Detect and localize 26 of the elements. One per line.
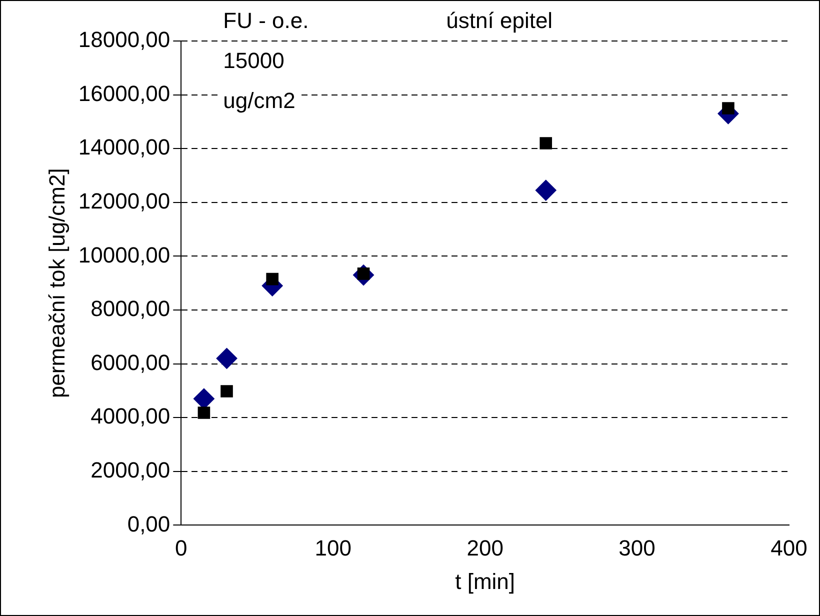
x-axis-title: t [min]	[455, 568, 516, 594]
y-axis-title: permeační tok [ug/cm2]	[44, 168, 70, 398]
point	[216, 348, 238, 369]
y-tick-label: 12000,00	[78, 188, 170, 214]
x-tick-label: 400	[770, 535, 808, 560]
annotation: FU - o.e. 15000 ug/cm2	[223, 8, 309, 114]
y-tick-label: 2000,00	[90, 457, 170, 482]
y-tick-label: 18000,00	[78, 27, 170, 52]
y-tick-label: 10000,00	[78, 242, 170, 268]
x-tick-label: 0	[175, 535, 188, 560]
point	[266, 272, 278, 286]
y-tick-label: 6000,00	[90, 350, 170, 375]
point	[722, 102, 734, 114]
x-tick-label: 200	[466, 535, 504, 560]
x-tick-label: 300	[618, 535, 656, 560]
y-tick-label: 8000,00	[90, 296, 170, 322]
y-tick-label: 0,00	[127, 511, 170, 536]
y-tick-label: 16000,00	[78, 80, 170, 106]
y-tick-label: 4000,00	[90, 404, 170, 429]
text: ústní epitel	[446, 8, 553, 34]
y-tick-label: 14000,00	[78, 134, 170, 160]
point	[535, 180, 556, 201]
point	[198, 406, 210, 419]
point	[220, 385, 233, 398]
point	[540, 137, 552, 150]
x-tick-label: 100	[314, 535, 352, 560]
